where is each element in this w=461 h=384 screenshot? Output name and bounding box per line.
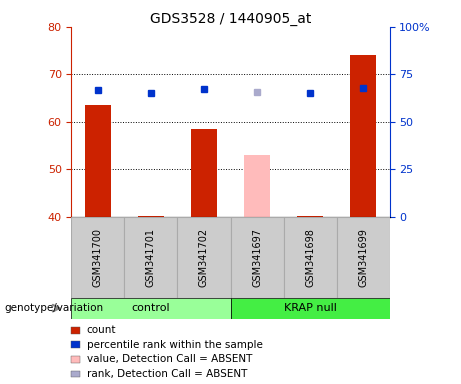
Text: percentile rank within the sample: percentile rank within the sample <box>87 340 263 350</box>
Bar <box>138 215 164 217</box>
Text: GSM341697: GSM341697 <box>252 228 262 287</box>
Text: GSM341698: GSM341698 <box>305 228 315 287</box>
Bar <box>85 105 111 217</box>
Bar <box>350 55 376 217</box>
Text: value, Detection Call = ABSENT: value, Detection Call = ABSENT <box>87 354 252 364</box>
Bar <box>230 217 284 298</box>
Bar <box>230 298 390 319</box>
Text: GDS3528 / 1440905_at: GDS3528 / 1440905_at <box>150 12 311 25</box>
Bar <box>191 129 217 217</box>
Bar <box>71 217 124 298</box>
Text: KRAP null: KRAP null <box>284 303 337 313</box>
Bar <box>71 298 230 319</box>
Text: genotype/variation: genotype/variation <box>5 303 104 313</box>
Bar <box>297 215 323 217</box>
Text: GSM341701: GSM341701 <box>146 228 156 287</box>
Bar <box>124 217 177 298</box>
Bar <box>177 217 230 298</box>
Text: control: control <box>132 303 170 313</box>
Text: GSM341700: GSM341700 <box>93 228 103 287</box>
Bar <box>284 217 337 298</box>
Text: count: count <box>87 325 116 335</box>
Text: GSM341702: GSM341702 <box>199 228 209 287</box>
Bar <box>244 155 270 217</box>
Text: rank, Detection Call = ABSENT: rank, Detection Call = ABSENT <box>87 369 247 379</box>
Text: GSM341699: GSM341699 <box>358 228 368 287</box>
Bar <box>337 217 390 298</box>
